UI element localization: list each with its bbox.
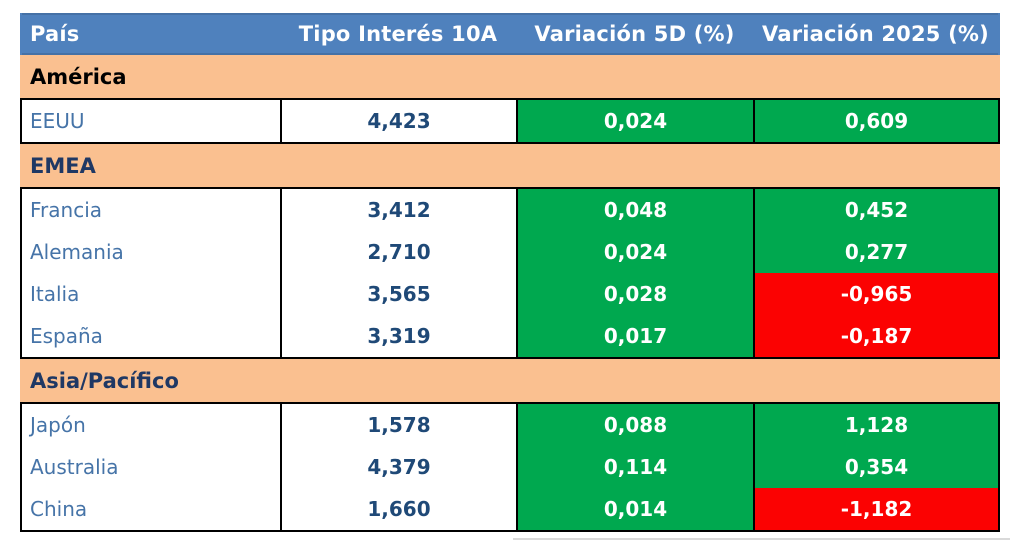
country-group: EEUU 4,423 0,024 0,609 — [20, 98, 1000, 144]
table-row: Australia 4,379 0,114 0,354 — [22, 446, 998, 488]
table-row: España 3,319 0,017 -0,187 — [22, 315, 998, 357]
header-cell-tipo-interes: Tipo Interés 10A — [298, 22, 498, 46]
rate-cell: 2,710 — [280, 231, 516, 273]
var-2025-cell: 0,277 — [753, 231, 998, 273]
var-5d-cell: 0,028 — [516, 273, 753, 315]
country-cell: Alemania — [30, 240, 124, 264]
rate-cell: 3,412 — [280, 189, 516, 231]
country-cell: Australia — [30, 455, 119, 479]
country-cell: EEUU — [30, 109, 85, 133]
table-row: China 1,660 0,014 -1,182 — [22, 488, 998, 530]
var-2025-cell: -0,965 — [753, 273, 998, 315]
var-5d-cell: 0,088 — [516, 404, 753, 446]
section-row: América — [20, 55, 1000, 98]
sheet-gridline-artifact — [513, 538, 1010, 540]
var-2025-cell: 0,609 — [753, 100, 998, 142]
section-row: Asia/Pacífico — [20, 359, 1000, 402]
rate-cell: 4,423 — [280, 100, 516, 142]
header-cell-variacion-2025: Variación 2025 (%) — [762, 22, 989, 46]
country-cell: Italia — [30, 282, 80, 306]
country-group: Francia 3,412 0,048 0,452 Alemania 2,710 0,024… — [20, 187, 1000, 359]
country-cell: Japón — [30, 413, 86, 437]
rate-cell: 1,660 — [280, 488, 516, 530]
var-2025-cell: 1,128 — [753, 404, 998, 446]
var-5d-cell: 0,024 — [516, 100, 753, 142]
table-row: Francia 3,412 0,048 0,452 — [22, 189, 998, 231]
rate-cell: 3,565 — [280, 273, 516, 315]
section-row: EMEA — [20, 144, 1000, 187]
section-label: América — [30, 64, 127, 89]
country-cell: Francia — [30, 198, 103, 222]
country-cell: España — [30, 324, 103, 348]
var-5d-cell: 0,114 — [516, 446, 753, 488]
rate-cell: 3,319 — [280, 315, 516, 357]
var-2025-cell: 0,452 — [753, 189, 998, 231]
var-2025-cell: -0,187 — [753, 315, 998, 357]
table-row: Alemania 2,710 0,024 0,277 — [22, 231, 998, 273]
rate-cell: 1,578 — [280, 404, 516, 446]
country-cell: China — [30, 497, 88, 521]
var-5d-cell: 0,024 — [516, 231, 753, 273]
rates-table: País Tipo Interés 10A Variación 5D (%) Vari… — [20, 13, 1000, 532]
header-cell-variacion-5d: Variación 5D (%) — [534, 22, 735, 46]
section-label: EMEA — [30, 153, 96, 178]
section-label: Asia/Pacífico — [30, 368, 179, 393]
var-2025-cell: 0,354 — [753, 446, 998, 488]
var-5d-cell: 0,014 — [516, 488, 753, 530]
country-group: Japón 1,578 0,088 1,128 Australia 4,379 0,114 0… — [20, 402, 1000, 532]
table-row: EEUU 4,423 0,024 0,609 — [22, 100, 998, 142]
table-body: América EEUU 4,423 0,024 0,609 EMEA Francia 3,4… — [20, 55, 1000, 532]
var-5d-cell: 0,048 — [516, 189, 753, 231]
rate-cell: 4,379 — [280, 446, 516, 488]
var-2025-cell: -1,182 — [753, 488, 998, 530]
table-row: Italia 3,565 0,028 -0,965 — [22, 273, 998, 315]
table-header-row: País Tipo Interés 10A Variación 5D (%) Vari… — [20, 13, 1000, 55]
table-row: Japón 1,578 0,088 1,128 — [22, 404, 998, 446]
header-cell-pais: País — [30, 22, 80, 46]
var-5d-cell: 0,017 — [516, 315, 753, 357]
